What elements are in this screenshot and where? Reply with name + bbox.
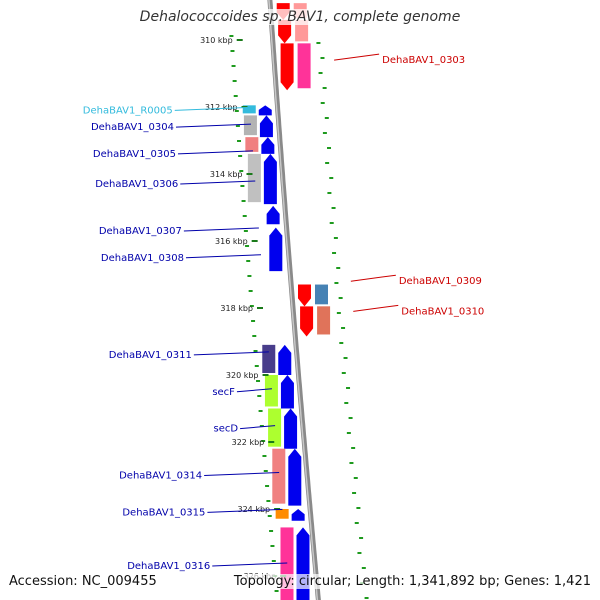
cog-category-box[interactable]: [245, 137, 259, 152]
label-leader-line: [183, 227, 259, 232]
label-leader-line: [353, 304, 399, 312]
backbone-layer: [267, 0, 321, 600]
cog-category-box[interactable]: [314, 284, 328, 305]
gene-label[interactable]: DehaBAV1_0306: [95, 179, 178, 190]
cog-category-box[interactable]: [272, 448, 286, 504]
gene-label[interactable]: DehaBAV1_0304: [91, 122, 174, 133]
gene-label[interactable]: DehaBAV1_0307: [99, 226, 182, 237]
gc-content-layer: [229, 35, 369, 599]
gene-arrow[interactable]: [296, 527, 310, 600]
cog-category-box[interactable]: [295, 19, 309, 42]
gene-arrow[interactable]: [261, 137, 275, 154]
label-leader-line: [180, 180, 256, 185]
tick-label: 318 kbp: [220, 304, 253, 313]
label-layer: DehaBAV1_0303 DehaBAV1_R0005 DehaBAV1_0304…: [83, 53, 484, 572]
gene-arrow[interactable]: [288, 448, 302, 506]
tick-label: 324 kbp: [238, 505, 271, 514]
cog-category-box[interactable]: [247, 153, 261, 203]
gene-arrow[interactable]: [291, 509, 305, 521]
gene-arrow[interactable]: [300, 306, 314, 337]
gene-arrow[interactable]: [278, 344, 292, 375]
gene-arrow[interactable]: [284, 408, 298, 449]
tick-label: 312 kbp: [205, 103, 238, 112]
tick-label: 316 kbp: [215, 237, 248, 246]
label-leader-line: [174, 106, 250, 111]
label-leader-line: [185, 254, 261, 259]
label-leader-line: [177, 150, 254, 155]
cog-category-box[interactable]: [243, 115, 257, 136]
cog-category-box[interactable]: [275, 509, 289, 519]
gene-arrow[interactable]: [269, 227, 283, 272]
tick-label: 314 kbp: [210, 170, 243, 179]
cog-category-box[interactable]: [268, 408, 282, 447]
gene-arrow[interactable]: [259, 115, 273, 138]
gene-label[interactable]: secD: [214, 424, 239, 435]
cog-category-box[interactable]: [264, 375, 278, 407]
gene-label[interactable]: DehaBAV1_0315: [122, 507, 205, 518]
label-leader-line: [212, 562, 288, 567]
label-leader-line: [236, 388, 272, 393]
gene-label[interactable]: DehaBAV1_0309: [399, 276, 482, 287]
gene-arrow[interactable]: [297, 284, 311, 307]
label-leader-line: [193, 351, 269, 356]
gene-label[interactable]: DehaBAV1_0303: [382, 55, 465, 66]
label-leader-line: [175, 123, 252, 128]
tick-label: 322 kbp: [232, 438, 265, 447]
gene-label[interactable]: DehaBAV1_0314: [119, 471, 202, 482]
accession-text: Accession: NC_009455: [9, 574, 157, 589]
gene-label[interactable]: DehaBAV1_0310: [401, 306, 484, 317]
gene-layer: [242, 3, 331, 600]
cog-category-box[interactable]: [317, 306, 331, 335]
tick-label: 310 kbp: [200, 36, 233, 45]
label-leader-line: [240, 425, 276, 430]
genome-backbone-highlight: [268, 0, 319, 600]
cog-category-box[interactable]: [297, 43, 311, 89]
label-leader-line: [334, 53, 380, 61]
map-title: Dehalococcoides sp. BAV1, complete genom…: [0, 9, 600, 25]
gene-arrow[interactable]: [263, 153, 277, 205]
gene-arrow[interactable]: [278, 19, 292, 44]
gene-label[interactable]: secF: [212, 387, 235, 398]
gene-label[interactable]: DehaBAV1_0305: [93, 149, 176, 160]
gene-label[interactable]: DehaBAV1_R0005: [83, 105, 173, 116]
tick-label: 320 kbp: [226, 371, 259, 380]
gene-label[interactable]: DehaBAV1_0316: [127, 561, 210, 572]
gene-arrow[interactable]: [258, 105, 272, 116]
label-leader-line: [204, 472, 280, 476]
gene-label[interactable]: DehaBAV1_0311: [109, 350, 192, 361]
topology-text: Topology: circular; Length: 1,341,892 bp…: [233, 574, 591, 589]
label-leader-line: [207, 508, 283, 513]
gene-arrow[interactable]: [280, 43, 294, 91]
gene-label[interactable]: DehaBAV1_0308: [101, 253, 184, 264]
cog-category-box[interactable]: [262, 344, 276, 373]
cog-category-box[interactable]: [280, 527, 294, 600]
gene-arrow[interactable]: [280, 375, 294, 409]
label-leader-line: [350, 274, 396, 282]
cog-category-box[interactable]: [242, 105, 256, 114]
genome-backbone: [267, 0, 321, 600]
gene-arrow[interactable]: [266, 205, 280, 225]
